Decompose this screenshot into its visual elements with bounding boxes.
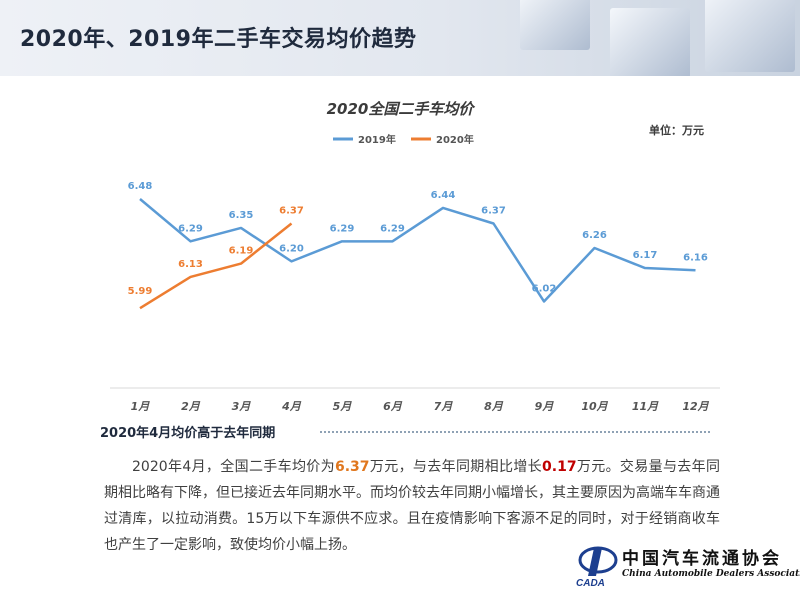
x-tick-label: 3月 <box>232 400 252 413</box>
section-title: 2020年4月均价高于去年同期 <box>100 426 276 441</box>
unit-label: 单位：万元 <box>649 124 704 137</box>
data-label: 6.37 <box>481 206 506 217</box>
logo-english-name: China Automobile Dealers Association <box>622 569 800 579</box>
legend-label: 2020年 <box>436 133 474 146</box>
paragraph-text: 2020年4月，全国二手车均价为 <box>132 459 335 475</box>
x-tick-label: 8月 <box>484 400 504 413</box>
data-label: 6.17 <box>633 250 658 261</box>
x-tick-label: 6月 <box>383 400 403 413</box>
paragraph-text: 万元。交易量与去年同期相比略有下降，但已接近去年同期水平。而均价较去年同期小幅增… <box>104 459 720 553</box>
header-banner: 2020年、2019年二手车交易均价趋势 <box>0 0 800 76</box>
chart-title: 2020全国二手车均价 <box>326 100 474 118</box>
cada-emblem-icon: CADA <box>576 546 618 589</box>
x-tick-label: 10月 <box>581 400 608 413</box>
data-label: 6.48 <box>128 181 153 192</box>
x-tick-label: 4月 <box>281 400 302 413</box>
decorative-cube <box>520 0 590 50</box>
data-label: 6.37 <box>279 206 304 217</box>
decorative-cube <box>610 8 690 76</box>
x-tick-label: 12月 <box>682 400 709 413</box>
x-tick-label: 5月 <box>333 400 353 413</box>
data-label: 6.16 <box>683 252 708 263</box>
data-label: 6.29 <box>178 223 203 234</box>
legend-label: 2019年 <box>358 133 396 146</box>
data-label: 5.99 <box>128 286 153 297</box>
logo-mark-text: CADA <box>576 578 605 589</box>
highlight-value: 0.17 <box>542 459 577 475</box>
data-label: 6.35 <box>229 210 254 221</box>
x-tick-label: 2月 <box>181 400 201 413</box>
line-chart: 1月 2月 3月 4月 5月 6月 7月 8月 9月 10月 11月 12月 2019年 2020年 6.4… <box>110 133 720 413</box>
summary-paragraph: 2020年4月，全国二手车均价为6.37万元，与去年同期相比增长0.17万元。交… <box>104 454 720 558</box>
data-label: 6.44 <box>431 190 456 201</box>
highlight-value: 6.37 <box>335 459 370 475</box>
x-tick-label: 9月 <box>535 400 555 413</box>
data-label: 6.02 <box>532 283 557 294</box>
x-tick-label: 7月 <box>434 400 454 413</box>
series-line-0 <box>139 198 696 303</box>
cada-logo: CADA 中国汽车流通协会 China Automobile Dealers A… <box>572 540 800 590</box>
series-line-1 <box>139 222 293 310</box>
page-title: 2020年、2019年二手车交易均价趋势 <box>20 27 417 52</box>
paragraph-text: 万元，与去年同期相比增长 <box>369 459 543 475</box>
data-label: 6.19 <box>229 246 254 257</box>
dotted-divider <box>320 431 710 433</box>
x-tick-label: 1月 <box>131 400 151 413</box>
logo-chinese-name: 中国汽车流通协会 <box>622 549 782 569</box>
x-tick-label: 11月 <box>632 400 659 413</box>
decorative-cube <box>705 0 795 72</box>
data-label: 6.26 <box>582 230 607 241</box>
data-label: 6.20 <box>279 243 304 254</box>
data-label: 6.13 <box>178 259 203 270</box>
data-label: 6.29 <box>330 223 355 234</box>
data-label: 6.29 <box>380 223 405 234</box>
